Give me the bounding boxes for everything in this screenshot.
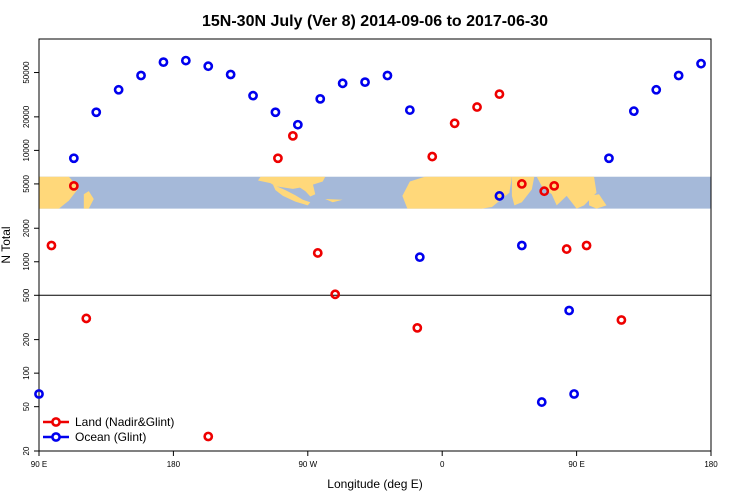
x-tick-label: 180 (704, 460, 718, 469)
map-land-yucatan (297, 182, 316, 197)
y-tick-label: 50000 (22, 61, 31, 84)
data-point (180, 55, 191, 66)
x-tick-label: 180 (167, 460, 181, 469)
data-point (81, 313, 92, 324)
data-point (158, 57, 169, 68)
data-point (287, 130, 298, 141)
data-point (516, 240, 527, 251)
data-point (581, 240, 592, 251)
series-ocean (34, 55, 706, 407)
data-point (494, 191, 505, 201)
data-point (604, 153, 614, 164)
data-point (616, 315, 627, 325)
data-point (472, 102, 482, 112)
data-point (382, 70, 393, 81)
map-land-seasia (83, 191, 94, 209)
data-point (273, 153, 283, 164)
data-point (68, 153, 79, 164)
y-axis-label: N Total (0, 226, 13, 263)
legend: Land (Nadir&Glint)Ocean (Glint) (43, 415, 174, 444)
y-tick-label: 2000 (22, 219, 31, 237)
y-tick-label: 1000 (22, 252, 31, 270)
y-tick-label: 5000 (22, 174, 31, 192)
data-point (203, 61, 214, 72)
data-point (248, 90, 258, 101)
data-point (449, 118, 460, 129)
data-point (46, 240, 57, 251)
series-land (46, 89, 627, 442)
data-point (494, 89, 505, 100)
data-point (330, 289, 341, 300)
data-point (360, 77, 370, 88)
chart-title: 15N-30N July (Ver 8) 2014-09-06 to 2017-… (202, 13, 548, 30)
data-point (412, 322, 423, 333)
legend-label: Ocean (Glint) (75, 430, 146, 444)
y-tick-label: 20000 (22, 105, 31, 128)
data-point (315, 93, 326, 104)
data-point (536, 397, 547, 407)
legend-marker (51, 417, 61, 427)
data-point (427, 151, 438, 162)
data-point (539, 186, 550, 197)
x-tick-label: 90 E (31, 460, 47, 469)
data-point (312, 248, 323, 258)
map-land-indochina (589, 194, 607, 209)
data-point (270, 107, 281, 118)
data-point (68, 180, 79, 191)
data-point (113, 84, 124, 95)
data-point (628, 106, 639, 117)
data-point (136, 70, 146, 81)
data-point (564, 305, 575, 316)
x-axis: 90 E 180 90 W 0 90 E 180 (31, 451, 718, 469)
map-land-cuba (325, 199, 343, 203)
y-tick-label: 200 (22, 332, 31, 346)
y-tick-label: 10000 (22, 139, 31, 162)
map-land-india (39, 176, 79, 209)
data-point (91, 107, 102, 118)
data-point (404, 105, 415, 115)
data-point (569, 389, 580, 399)
data-point (651, 84, 662, 95)
plot-area-frame (38, 38, 712, 452)
series-layer (34, 55, 706, 442)
legend-marker (51, 432, 61, 442)
legend-label: Land (Nadir&Glint) (75, 415, 174, 429)
y-tick-label: 100 (22, 366, 31, 380)
y-tick-label: 500 (22, 288, 31, 302)
x-axis-label: Longitude (deg E) (327, 477, 422, 491)
y-axis: 20 50 100 200 500 1000 2000 5000 10000 20000 50000 (22, 61, 39, 455)
y-tick-label: 50 (22, 402, 31, 411)
x-tick-label: 0 (440, 460, 445, 469)
data-point (549, 180, 560, 191)
data-point (561, 244, 572, 254)
x-tick-label: 90 E (568, 460, 584, 469)
data-point (292, 119, 303, 130)
y-tick-label: 20 (22, 446, 31, 455)
map-ocean (39, 176, 711, 209)
data-point (673, 70, 684, 81)
map-land-central-america (272, 184, 311, 206)
data-point (696, 58, 706, 69)
map-land-africa-arabia (402, 176, 512, 209)
data-point (225, 69, 236, 80)
world-map-band (39, 176, 711, 209)
data-point (414, 252, 425, 263)
data-point (337, 78, 348, 89)
x-tick-label: 90 W (298, 460, 317, 469)
data-point (203, 431, 214, 442)
data-point (34, 389, 44, 399)
data-point (516, 179, 527, 189)
